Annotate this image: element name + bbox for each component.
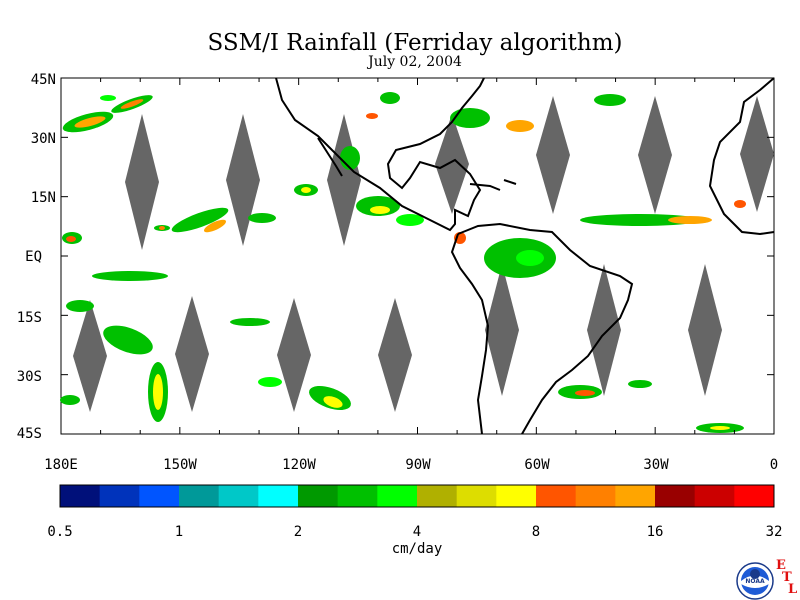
lon-label-0: 0 — [770, 457, 778, 473]
lon-label-180e: 180E — [44, 457, 78, 473]
lat-label-30s: 30S — [17, 369, 42, 385]
colorbar-segment — [615, 485, 656, 507]
colorbar-label-16: 16 — [647, 524, 664, 540]
colorbar-segment — [536, 485, 577, 507]
coast-caribbean — [469, 179, 517, 191]
colorbar — [60, 485, 775, 507]
coastlines — [275, 77, 775, 435]
noaa-logo-text: NOAA — [745, 578, 765, 585]
coast-africa-europe — [708, 77, 775, 236]
no-data-swath-gap — [378, 298, 412, 412]
coast-north-america — [275, 77, 485, 232]
lat-label-eq: EQ — [25, 249, 42, 265]
rain-patch-atlantic — [366, 92, 746, 433]
lat-label-15n: 15N — [31, 190, 56, 206]
rain-patch-south-pacific — [60, 271, 351, 422]
colorbar-segment — [456, 485, 497, 507]
colorbar-label-32: 32 — [766, 524, 783, 540]
colorbar-segment — [258, 485, 299, 507]
colorbar-segment — [734, 485, 775, 507]
colorbar-segment — [139, 485, 180, 507]
no-data-swath-gap — [226, 114, 260, 246]
map-frame — [60, 77, 775, 435]
lat-label-45s: 45S — [17, 426, 42, 442]
colorbar-label-2: 2 — [294, 524, 302, 540]
colorbar-segment — [694, 485, 735, 507]
lon-label-120w: 120W — [282, 457, 316, 473]
lon-label-30w: 30W — [643, 457, 669, 473]
coast-south-america — [450, 222, 634, 435]
no-data-swath-gap — [73, 300, 107, 412]
map-title: SSM/I Rainfall (Ferriday algorithm) — [207, 30, 623, 56]
colorbar-segment — [496, 485, 537, 507]
no-data-swath-gap — [688, 264, 722, 396]
colorbar-label-8: 8 — [532, 524, 540, 540]
lat-label-30n: 30N — [31, 131, 56, 147]
no-data-swath-gap — [536, 96, 570, 214]
etl-letter-l: L — [788, 582, 798, 597]
no-data-swath-gap — [125, 114, 159, 250]
no-data-swath-gap — [435, 114, 469, 214]
colorbar-label-1: 1 — [175, 524, 183, 540]
no-data-swath-gap — [485, 264, 519, 396]
colorbar-frame — [59, 484, 775, 508]
colorbar-tick-labels: 0.5 1 2 4 8 16 32 — [47, 524, 782, 540]
colorbar-segment — [377, 485, 418, 507]
no-data-swath-gap — [587, 264, 621, 396]
rain-patches — [60, 92, 746, 433]
latitude-axis: 45N 30N 15N EQ 15S 30S 45S — [17, 72, 56, 442]
rain-patch-north-pacific — [62, 95, 153, 133]
colorbar-unit-label: cm/day — [392, 541, 443, 557]
colorbar-label-4: 4 — [413, 524, 421, 540]
map-tick-marks — [60, 77, 775, 435]
lon-label-60w: 60W — [524, 457, 550, 473]
no-data-swath-gap — [277, 298, 311, 412]
lat-label-15s: 15S — [17, 310, 42, 326]
colorbar-segment — [337, 485, 378, 507]
colorbar-segment — [575, 485, 616, 507]
no-data-swath-gap — [740, 96, 774, 212]
rain-patch-itcz-pacific — [62, 146, 424, 244]
no-data-swath-gap — [175, 296, 209, 412]
colorbar-segment — [417, 485, 458, 507]
colorbar-segment — [298, 485, 339, 507]
longitude-axis: 180E 150W 120W 90W 60W 30W 0 — [44, 457, 778, 473]
colorbar-segment — [218, 485, 259, 507]
lat-label-45n: 45N — [31, 72, 56, 88]
colorbar-segment — [179, 485, 220, 507]
lon-label-90w: 90W — [405, 457, 431, 473]
lon-label-150w: 150W — [163, 457, 197, 473]
etl-logo: E T L — [776, 558, 798, 597]
noaa-logo: NOAA — [736, 562, 774, 600]
no-data-swath-gaps — [73, 96, 774, 412]
etl-letter-e: E — [776, 558, 786, 573]
colorbar-segment — [99, 485, 140, 507]
map-date: July 02, 2004 — [368, 54, 462, 70]
colorbar-segment — [60, 485, 101, 507]
coast-baja — [317, 137, 343, 177]
etl-letter-t: T — [782, 570, 792, 585]
colorbar-label-0.5: 0.5 — [47, 524, 72, 540]
colorbar-segment — [655, 485, 696, 507]
no-data-swath-gap — [638, 96, 672, 214]
